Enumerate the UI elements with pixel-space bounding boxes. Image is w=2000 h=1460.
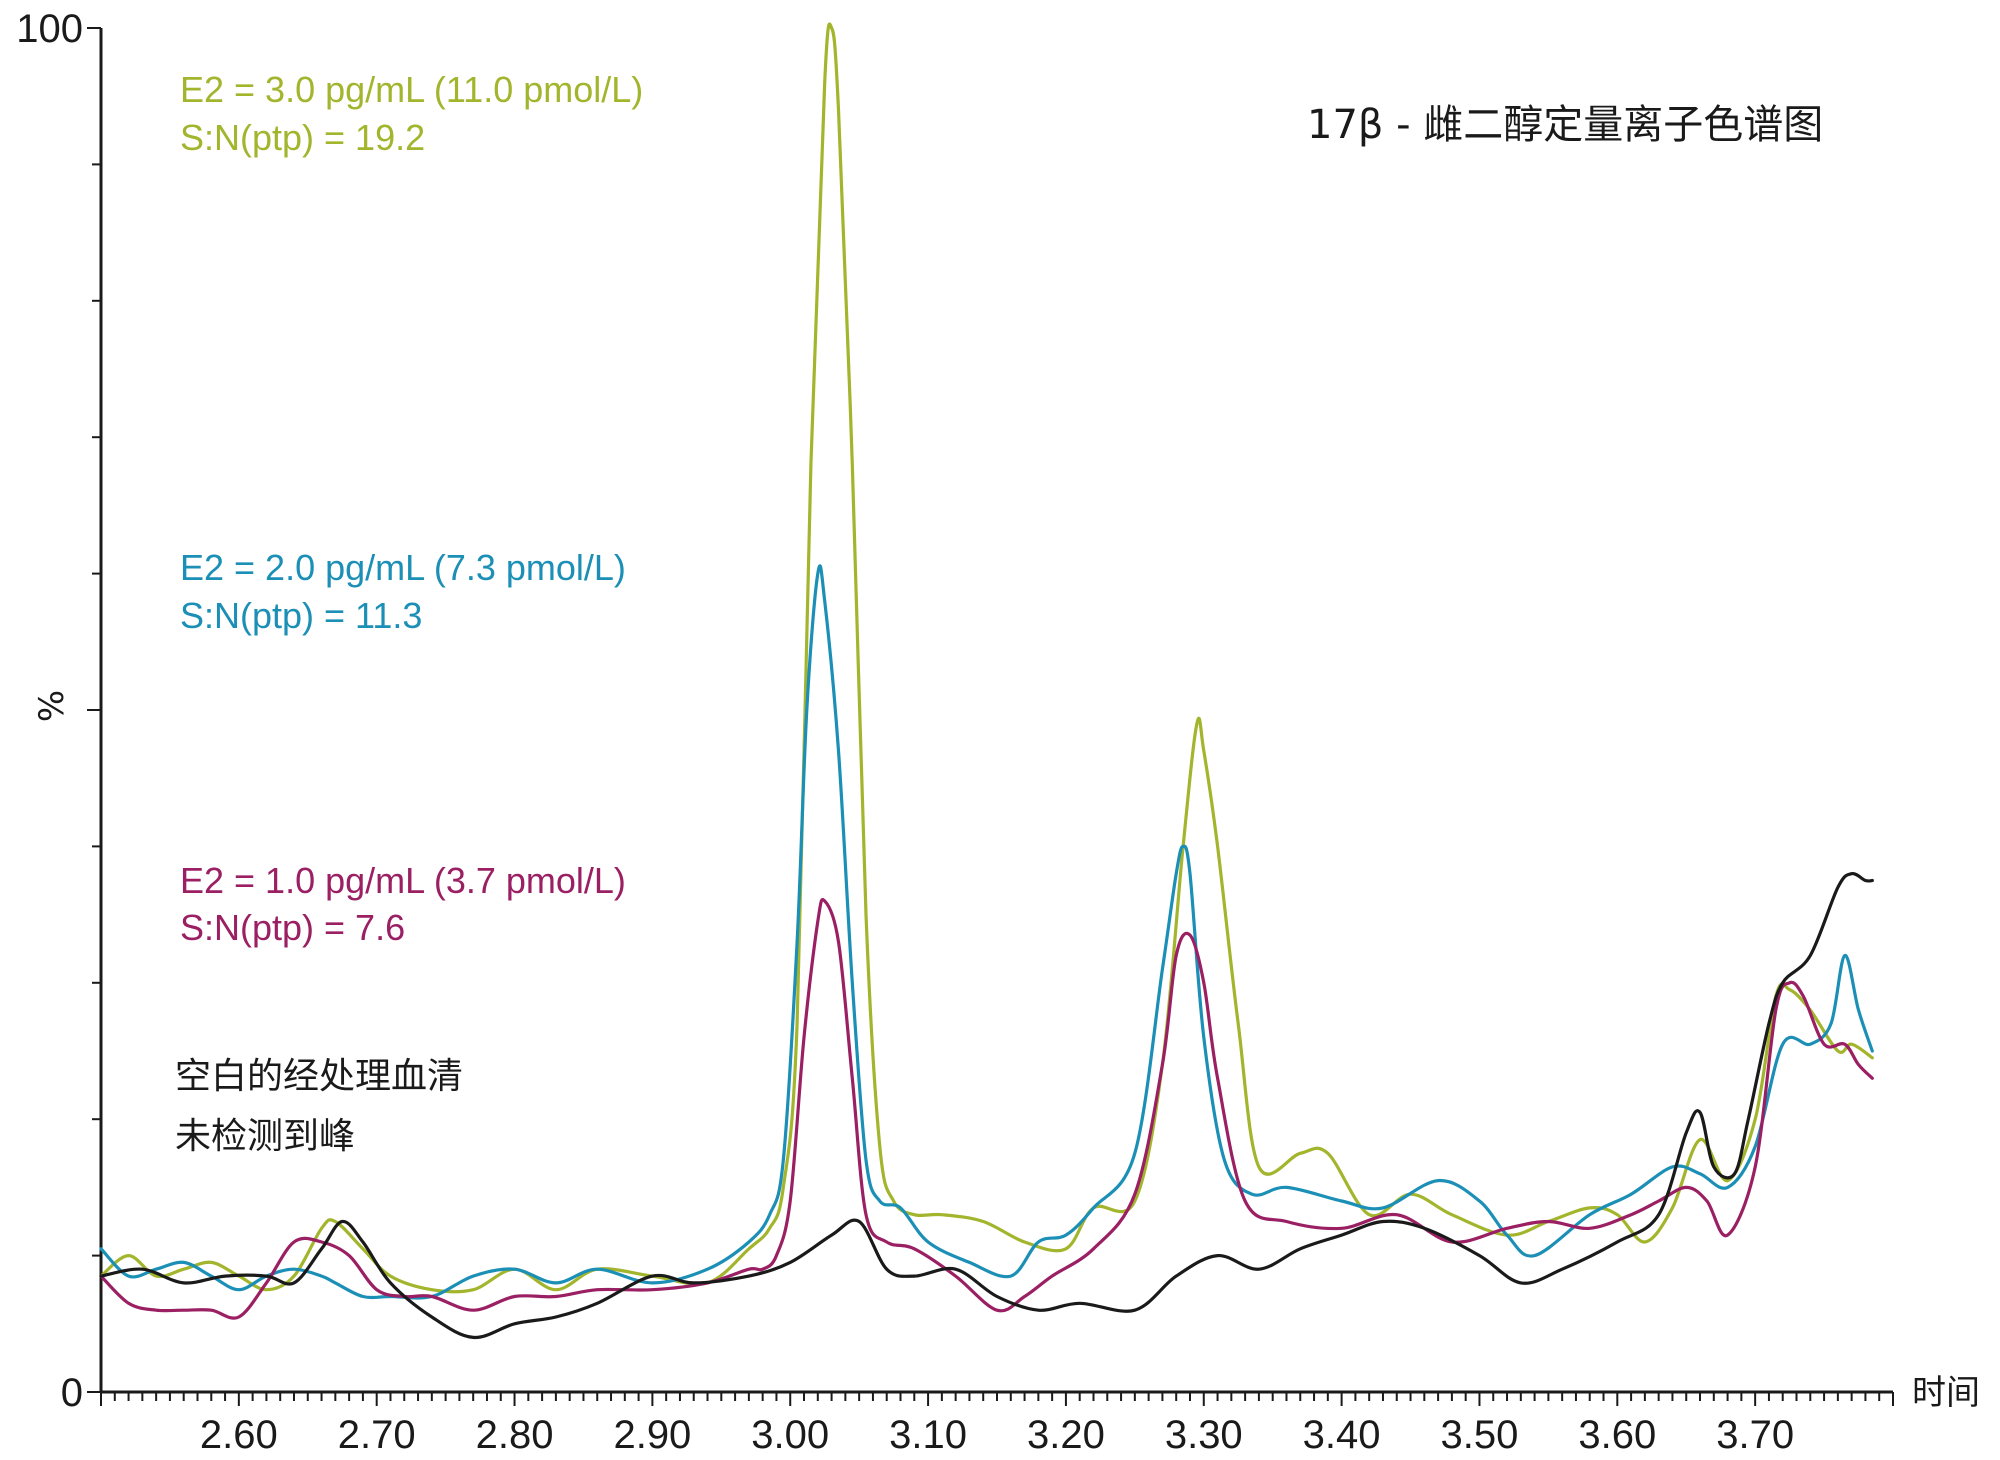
x-tick-label: 3.00: [751, 1413, 829, 1457]
chart-title: 17β - 雌二醇定量离子色谱图: [1307, 102, 1823, 148]
x-axis-ticks: 2.60 2.70 2.80 2.90 3.00 3.10 3.20 3.30 3.40 3.50…: [100, 1392, 1894, 1457]
plot-area: 2.60 2.70 2.80 2.90 3.00 3.10 3.20 3.30 3.40 3.50…: [16, 7, 1894, 1457]
x-tick-label: 2.80: [476, 1413, 554, 1457]
x-tick-label: 3.30: [1165, 1413, 1243, 1457]
x-tick-label: 3.50: [1441, 1413, 1519, 1457]
trace-e2-1pg: [99, 897, 1874, 1320]
x-tick-label: 3.70: [1716, 1413, 1794, 1457]
x-tick-label: 3.10: [889, 1413, 967, 1457]
x-tick-label: 3.60: [1578, 1413, 1656, 1457]
trace-e2-3pg: [99, 22, 1874, 1294]
x-tick-label: 2.70: [338, 1413, 416, 1457]
series-snr-1pg: S:N(ptp) = 7.6: [180, 907, 405, 948]
no-peak-label: 未检测到峰: [175, 1116, 355, 1157]
x-tick-label: 2.90: [613, 1413, 691, 1457]
x-axis-label: 时间: [1912, 1373, 1980, 1413]
y-axis-ticks: 0 100: [16, 7, 101, 1415]
series-snr-2pg: S:N(ptp) = 11.3: [180, 595, 422, 636]
y-tick-label: 100: [16, 7, 83, 51]
trace-blank-serum: [99, 872, 1874, 1340]
x-tick-label: 3.40: [1303, 1413, 1381, 1457]
y-tick-label: 0: [61, 1371, 83, 1415]
x-tick-label: 3.20: [1027, 1413, 1105, 1457]
series-label-1pg: E2 = 1.0 pg/mL (3.7 pmol/L): [180, 860, 626, 901]
y-axis-label: %: [32, 690, 72, 722]
series-label-2pg: E2 = 2.0 pg/mL (7.3 pmol/L): [180, 547, 626, 588]
chromatogram-traces: [99, 22, 1874, 1340]
series-snr-3pg: S:N(ptp) = 19.2: [180, 117, 425, 158]
series-label-3pg: E2 = 3.0 pg/mL (11.0 pmol/L): [180, 69, 643, 110]
x-tick-label: 2.60: [200, 1413, 278, 1457]
blank-serum-label: 空白的经处理血清: [175, 1056, 463, 1097]
